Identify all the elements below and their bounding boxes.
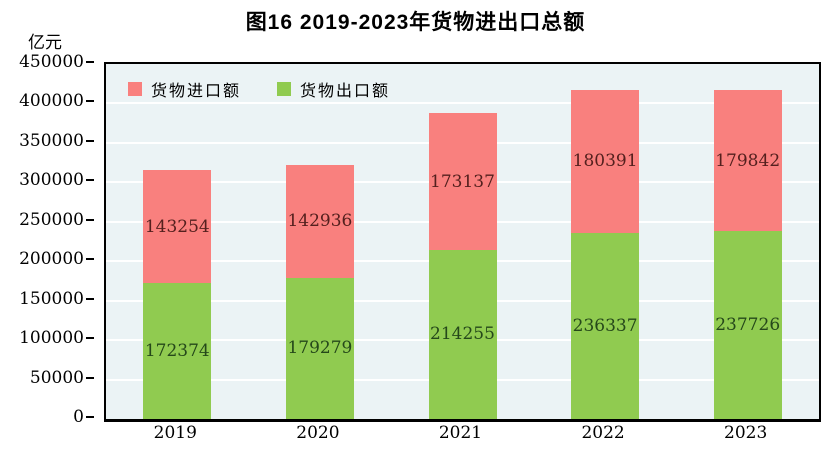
x-axis-label: 2022 xyxy=(581,423,625,443)
bar-value-label: 237726 xyxy=(715,315,781,336)
bar-value-label: 172374 xyxy=(144,341,210,362)
plot-area: 货物进口额 货物出口额 172374 143254 179279 142936 21425… xyxy=(104,62,821,422)
bar-segment-import: 179842 xyxy=(713,89,782,232)
bar-value-label: 179842 xyxy=(715,150,781,171)
y-axis-tick xyxy=(86,100,94,103)
chart-title: 图16 2019-2023年货物进出口总额 xyxy=(245,11,586,34)
bar-value-label: 143254 xyxy=(144,216,210,237)
bar-segment-import: 142936 xyxy=(285,164,354,278)
bar-segment-export: 172374 xyxy=(143,283,212,419)
y-axis-tick xyxy=(86,376,94,379)
bar-value-label: 142936 xyxy=(287,211,353,232)
bar-segment-import: 180391 xyxy=(571,90,640,233)
bar-value-label: 236337 xyxy=(572,315,638,336)
legend: 货物进口额 货物出口额 xyxy=(128,77,390,101)
y-axis-tick xyxy=(86,258,94,261)
y-axis-tick xyxy=(86,179,94,182)
y-axis-unit-label: 亿元 xyxy=(28,33,62,52)
y-axis-tick xyxy=(86,416,94,418)
bar-segment-import: 173137 xyxy=(428,113,497,250)
y-axis-tick xyxy=(86,337,94,340)
bar-value-label: 179279 xyxy=(287,338,353,359)
x-axis-label: 2020 xyxy=(296,423,340,443)
y-axis-label: 300000 xyxy=(19,170,84,191)
y-axis-label: 200000 xyxy=(19,249,84,270)
y-axis: 0 50000 100000 150000 200000 250000 300000 3500… xyxy=(0,53,94,426)
legend-swatch xyxy=(277,82,292,96)
y-axis-label: 0 xyxy=(73,407,84,427)
y-axis-label: 350000 xyxy=(19,130,84,151)
bar-segment-export: 179279 xyxy=(285,277,354,419)
y-axis-tick xyxy=(86,218,94,221)
bar-value-label: 214255 xyxy=(430,324,495,345)
y-axis-label: 100000 xyxy=(19,328,84,349)
y-axis-tick xyxy=(86,297,94,300)
x-axis-label: 2021 xyxy=(438,423,483,443)
y-axis-tick xyxy=(86,139,94,142)
legend-label: 货物进口额 xyxy=(151,83,242,100)
legend-label: 货物出口额 xyxy=(300,83,391,100)
x-axis-label: 2019 xyxy=(153,423,197,443)
bar-value-label: 173137 xyxy=(430,171,495,192)
bar-segment-export: 237726 xyxy=(713,231,782,419)
y-axis-label: 50000 xyxy=(29,367,84,388)
bar-value-label: 180391 xyxy=(572,151,638,172)
legend-item: 货物进口额 xyxy=(128,77,241,101)
legend-swatch xyxy=(128,82,142,96)
y-axis-label: 150000 xyxy=(19,288,84,309)
y-axis-label: 450000 xyxy=(19,52,84,72)
bar-segment-export: 236337 xyxy=(571,232,640,419)
x-axis-label: 2023 xyxy=(724,423,768,443)
bar-segment-import: 143254 xyxy=(143,170,212,284)
y-axis-tick xyxy=(86,61,94,63)
y-axis-label: 400000 xyxy=(19,91,84,112)
y-axis-label: 250000 xyxy=(19,209,84,230)
legend-item: 货物出口额 xyxy=(277,77,390,101)
bar-segment-export: 214255 xyxy=(428,249,497,419)
gridline xyxy=(106,102,819,105)
